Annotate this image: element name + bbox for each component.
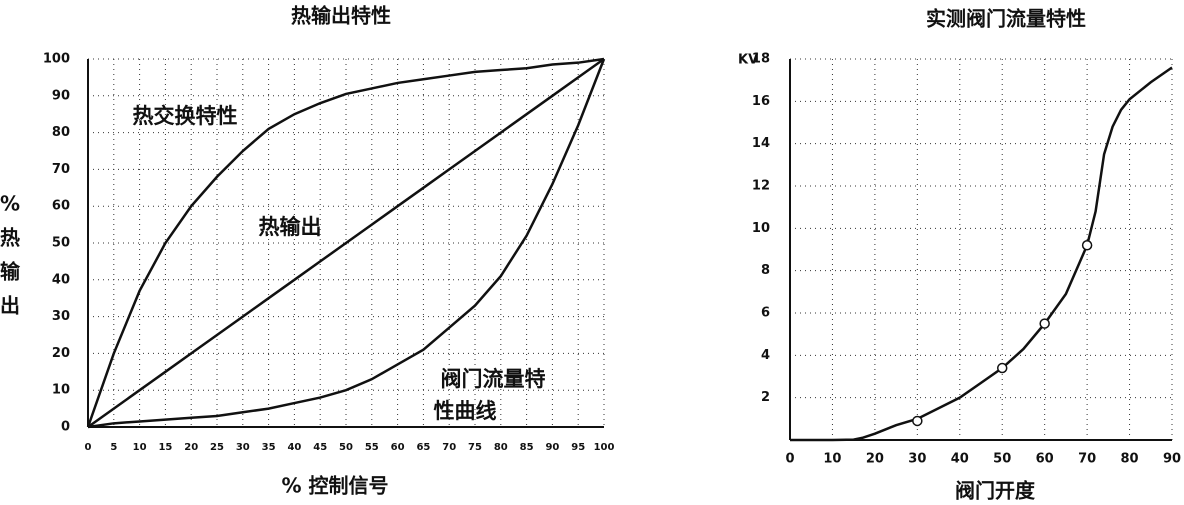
x-tick-label: 30 [236,442,250,453]
annotation: 阀门流量特 [441,367,546,391]
data-line [86,57,605,428]
chart-title: 实测阀门流量特性 [926,7,1086,31]
x-tick-label: 90 [545,442,559,453]
y-tick-label: 8 [761,263,770,278]
y-tick-label: 80 [52,125,70,140]
x-tick-label: 70 [442,442,456,453]
x-tick-label: 25 [210,442,224,453]
data-line [87,57,605,429]
x-tick-label: 75 [468,442,482,453]
chart-title: 热输出特性 [291,4,391,28]
x-tick-label: 100 [594,442,615,453]
x-tick-label: 40 [951,452,969,467]
x-axis-label: 阀门开度 [955,479,1036,503]
x-tick-label: 15 [158,442,172,453]
data-point [1081,240,1093,251]
y-tick-label: 4 [761,348,770,363]
y-tick-label: 40 [52,272,70,287]
y-tick-label: 10 [752,221,770,236]
x-tick-label: 65 [416,442,430,453]
x-tick-label: 90 [1163,452,1181,467]
data-point [912,415,923,427]
x-tick-label: 55 [365,442,379,453]
y-tick-label: 0 [61,420,70,435]
data-line [790,66,1173,442]
x-tick-label: 80 [494,442,508,453]
data-point [996,362,1008,374]
x-tick-label: 40 [287,442,301,453]
x-tick-label: 10 [823,452,841,467]
x-tick-label: 50 [339,442,353,453]
annotation: 热输出 [259,215,322,239]
y-tick-label: 12 [752,179,770,194]
y-tick-label: 90 [52,88,70,103]
y-axis-label: 输 [0,260,21,284]
y-tick-label: 70 [52,162,70,177]
y-tick-label: 2 [761,390,770,405]
x-tick-label: 95 [571,442,585,453]
x-tick-label: 50 [993,452,1011,467]
y-tick-label: 50 [52,236,70,251]
x-tick-label: 30 [908,452,926,467]
data-point [1039,318,1050,329]
x-axis-label: % 控制信号 [281,474,388,498]
x-tick-label: 70 [1078,452,1096,467]
y-axis-label: 出 [0,294,20,318]
x-tick-label: 45 [313,442,327,453]
y-axis-label: KV [738,53,758,68]
x-tick-label: 0 [785,452,794,467]
annotation: 热交换特性 [133,104,238,128]
y-tick-label: 18 [752,52,770,67]
y-tick-label: 16 [752,94,770,109]
data-line [87,58,606,429]
y-tick-label: 20 [52,346,70,361]
x-tick-label: 85 [520,442,534,453]
y-tick-label: 14 [752,136,770,151]
x-tick-label: 60 [1036,452,1054,467]
annotation: 性曲线 [434,399,497,423]
y-tick-label: 60 [52,199,70,214]
x-tick-label: 5 [110,442,117,453]
y-axis-label: 热 [0,226,20,250]
x-tick-label: 60 [391,442,405,453]
y-tick-label: 6 [761,306,770,321]
x-tick-label: 35 [262,442,276,453]
y-tick-label: 30 [52,309,70,324]
y-axis-label: % [0,192,20,216]
x-tick-label: 10 [133,442,147,453]
y-tick-label: 10 [52,383,70,398]
y-tick-label: 100 [43,52,70,67]
x-tick-label: 0 [85,442,92,453]
x-tick-label: 20 [184,442,198,453]
x-tick-label: 20 [866,452,884,467]
x-tick-label: 80 [1121,452,1139,467]
